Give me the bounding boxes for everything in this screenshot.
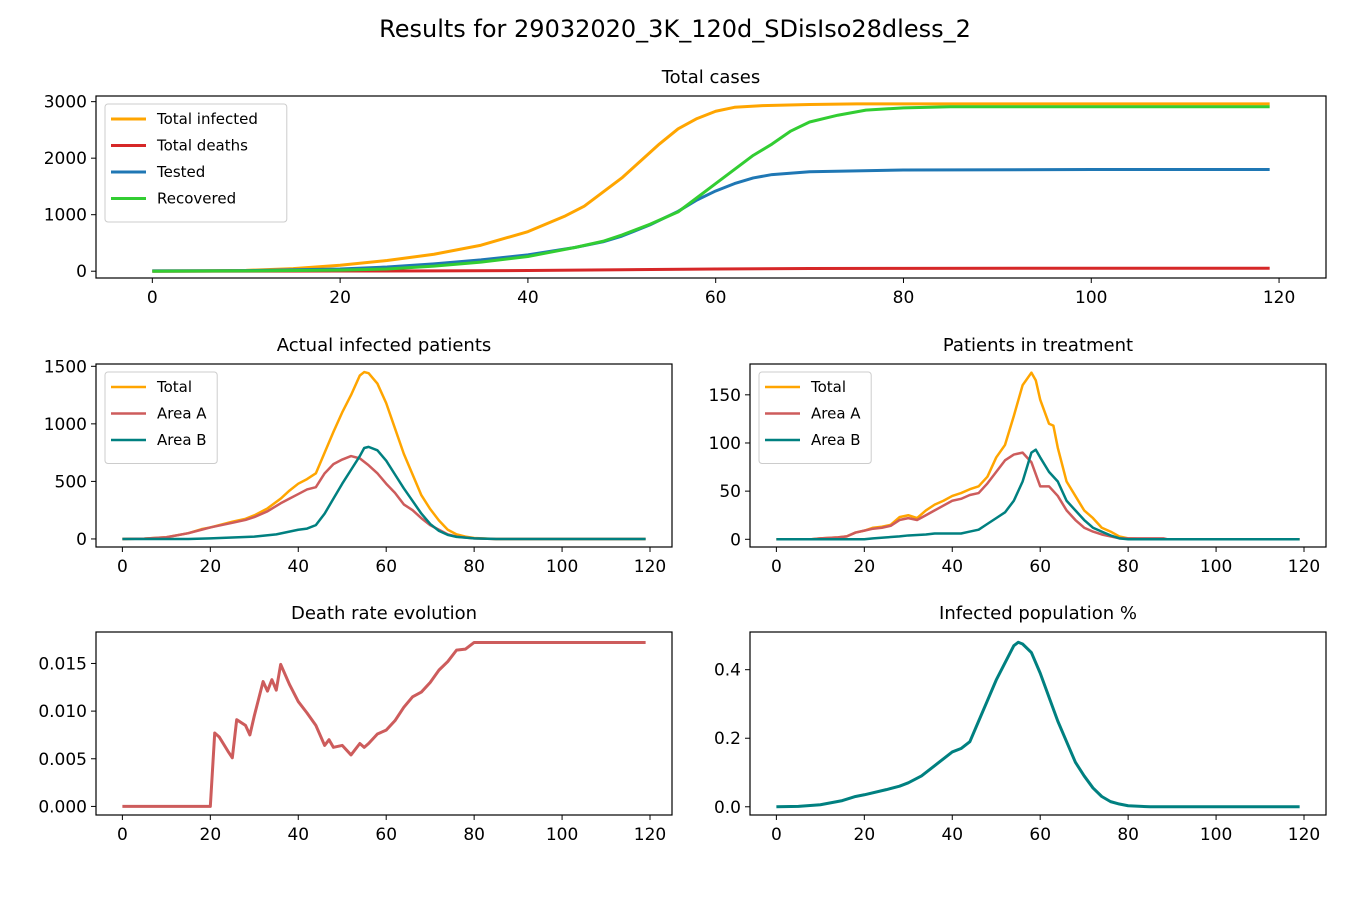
patients-treatment-series-area-b-line — [776, 448, 1300, 541]
legend-label: Area B — [811, 431, 861, 449]
y-tick-label: 2000 — [44, 149, 87, 169]
legend-label: Area A — [157, 405, 207, 423]
patients-treatment-legend: Total Area A Area B — [758, 371, 872, 464]
x-tick-label: 80 — [1117, 825, 1139, 845]
legend-label: Recovered — [157, 190, 236, 208]
death-rate-title: Death rate evolution — [291, 603, 477, 624]
patients-treatment-panel: Patients in treatment 0 20 40 60 80 100 120 0 50 1… — [709, 335, 1327, 577]
y-tick-label: 100 — [709, 434, 741, 454]
total-cases-series-recovered-line — [152, 105, 1270, 273]
y-tick-label: 0 — [76, 530, 87, 550]
legend-label: Total — [810, 378, 846, 396]
x-tick-label: 60 — [375, 557, 397, 577]
actual-infected-series-area-a-line — [122, 454, 646, 541]
x-tick-label: 0 — [117, 825, 128, 845]
total-cases-legend: Total infected Total deaths Tested Recovere… — [104, 103, 288, 223]
x-tick-label: 0 — [147, 288, 158, 308]
x-tick-label: 20 — [200, 557, 222, 577]
legend-label: Area A — [811, 405, 861, 423]
y-tick-label: 0.4 — [714, 661, 741, 681]
death-rate-axes-frame — [95, 631, 673, 816]
patients-treatment-axes-frame — [749, 363, 1327, 548]
patients-treatment-title: Patients in treatment — [943, 335, 1133, 356]
y-tick-label: 0 — [76, 262, 87, 282]
x-tick-label: 100 — [1200, 825, 1232, 845]
x-tick-label: 40 — [941, 825, 963, 845]
infected-population-title: Infected population % — [939, 603, 1137, 624]
infected-population-series-0-line — [776, 640, 1300, 809]
legend-label: Tested — [156, 163, 205, 181]
x-tick-label: 40 — [517, 288, 539, 308]
legend-label: Total infected — [156, 110, 258, 128]
x-tick-label: 60 — [1029, 825, 1051, 845]
actual-infected-series-area-b-line — [122, 445, 646, 541]
x-tick-label: 0 — [771, 825, 782, 845]
x-tick-label: 80 — [463, 825, 485, 845]
total-cases-series-total-deaths-line — [152, 266, 1270, 273]
actual-infected-title: Actual infected patients — [277, 335, 492, 356]
x-tick-label: 120 — [634, 557, 666, 577]
x-tick-label: 20 — [854, 557, 876, 577]
x-tick-label: 120 — [1288, 557, 1320, 577]
x-tick-label: 100 — [546, 825, 578, 845]
total-cases-series-tested-line — [152, 167, 1270, 273]
x-tick-label: 80 — [1117, 557, 1139, 577]
x-tick-label: 100 — [546, 557, 578, 577]
x-tick-label: 120 — [1288, 825, 1320, 845]
figure-title: Results for 29032020_3K_120d_SDisIso28dl… — [379, 15, 971, 43]
y-tick-label: 150 — [709, 386, 741, 406]
legend-label: Area B — [157, 431, 207, 449]
actual-infected-legend: Total Area A Area B — [104, 371, 218, 464]
y-tick-label: 0.010 — [38, 702, 87, 722]
y-tick-label: 500 — [55, 472, 87, 492]
death-rate-series-0-line — [122, 640, 646, 808]
x-tick-label: 60 — [705, 288, 727, 308]
x-tick-label: 100 — [1200, 557, 1232, 577]
death-rate-panel: Death rate evolution 0 20 40 60 80 100 120 0.000… — [38, 603, 673, 845]
x-tick-label: 120 — [1263, 288, 1295, 308]
x-tick-label: 40 — [287, 557, 309, 577]
x-tick-label: 0 — [771, 557, 782, 577]
y-tick-label: 1500 — [44, 357, 87, 377]
legend-label: Total deaths — [156, 137, 248, 155]
x-tick-label: 60 — [1029, 557, 1051, 577]
total-cases-panel: Total cases 0 20 40 60 80 100 120 0 1000 2000 3000 T… — [44, 67, 1327, 308]
actual-infected-axes-frame — [95, 363, 673, 548]
x-tick-label: 0 — [117, 557, 128, 577]
x-tick-label: 40 — [287, 825, 309, 845]
infected-population-axes-frame — [749, 631, 1327, 816]
total-cases-title: Total cases — [661, 67, 761, 88]
legend-box — [104, 103, 288, 223]
patients-treatment-series-area-a-line — [776, 451, 1300, 541]
y-tick-label: 0.015 — [38, 654, 87, 674]
x-tick-label: 60 — [375, 825, 397, 845]
x-tick-label: 20 — [200, 825, 222, 845]
legend-label: Total — [156, 378, 192, 396]
x-tick-label: 80 — [893, 288, 915, 308]
y-tick-label: 0.000 — [38, 797, 87, 817]
x-tick-label: 100 — [1075, 288, 1107, 308]
y-tick-label: 1000 — [44, 415, 87, 435]
total-cases-axes-frame — [95, 95, 1327, 279]
x-tick-label: 80 — [463, 557, 485, 577]
x-tick-label: 20 — [329, 288, 351, 308]
x-tick-label: 40 — [941, 557, 963, 577]
infected-population-panel: Infected population % 0 20 40 60 80 100 120 0.0 0… — [714, 603, 1327, 845]
y-tick-label: 0.0 — [714, 798, 741, 818]
y-tick-label: 50 — [719, 482, 741, 502]
x-tick-label: 20 — [854, 825, 876, 845]
x-tick-label: 120 — [634, 825, 666, 845]
total-cases-series-total-infected-line — [152, 102, 1270, 273]
y-tick-label: 3000 — [44, 93, 87, 113]
y-tick-label: 1000 — [44, 206, 87, 226]
y-tick-label: 0 — [730, 530, 741, 550]
y-tick-label: 0.2 — [714, 729, 741, 749]
actual-infected-panel: Actual infected patients 0 20 40 60 80 100 120 0… — [44, 335, 673, 577]
y-tick-label: 0.005 — [38, 750, 87, 770]
